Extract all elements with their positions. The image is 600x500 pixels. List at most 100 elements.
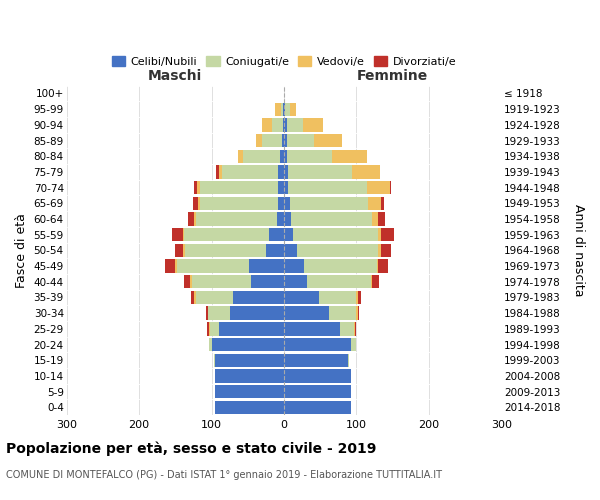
Bar [197, 181, 200, 194]
Bar [371, 275, 373, 288]
Bar [282, 134, 284, 147]
Bar [290, 196, 368, 210]
Bar [284, 260, 304, 273]
Bar [215, 400, 284, 414]
Bar [289, 166, 352, 178]
Bar [230, 306, 284, 320]
Bar [278, 181, 284, 194]
Text: Maschi: Maschi [148, 70, 202, 84]
Bar [303, 118, 323, 132]
Bar [283, 118, 284, 132]
Y-axis label: Fasce di età: Fasce di età [15, 213, 28, 288]
Bar [284, 228, 293, 241]
Bar [356, 291, 358, 304]
Bar [291, 212, 373, 226]
Bar [284, 212, 291, 226]
Bar [277, 212, 284, 226]
Bar [284, 244, 297, 257]
Bar [209, 338, 212, 351]
Bar [184, 228, 269, 241]
Bar [192, 275, 251, 288]
Bar [378, 228, 381, 241]
Bar [272, 118, 283, 132]
Bar [249, 260, 284, 273]
Bar [373, 275, 379, 288]
Bar [183, 244, 185, 257]
Bar [177, 260, 249, 273]
Bar [284, 306, 329, 320]
Bar [193, 196, 199, 210]
Bar [381, 196, 384, 210]
Bar [278, 166, 284, 178]
Text: Popolazione per età, sesso e stato civile - 2019: Popolazione per età, sesso e stato civil… [6, 441, 376, 456]
Bar [200, 181, 278, 194]
Bar [390, 181, 391, 194]
Bar [284, 118, 287, 132]
Bar [269, 228, 284, 241]
Bar [194, 212, 196, 226]
Bar [256, 134, 262, 147]
Bar [289, 181, 367, 194]
Bar [284, 275, 307, 288]
Bar [215, 354, 284, 367]
Bar [284, 102, 290, 116]
Legend: Celibi/Nubili, Coniugati/e, Vedovi/e, Divorziati/e: Celibi/Nubili, Coniugati/e, Vedovi/e, Di… [107, 52, 461, 72]
Bar [266, 244, 284, 257]
Bar [284, 181, 289, 194]
Bar [352, 166, 380, 178]
Bar [358, 306, 359, 320]
Bar [207, 322, 209, 336]
Bar [356, 306, 358, 320]
Y-axis label: Anni di nascita: Anni di nascita [572, 204, 585, 296]
Bar [284, 385, 350, 398]
Bar [221, 166, 278, 178]
Bar [378, 212, 385, 226]
Bar [172, 228, 182, 241]
Bar [194, 181, 197, 194]
Bar [287, 150, 332, 163]
Bar [358, 291, 361, 304]
Bar [210, 322, 219, 336]
Bar [284, 369, 350, 382]
Bar [251, 275, 284, 288]
Bar [377, 260, 378, 273]
Bar [284, 322, 340, 336]
Bar [262, 118, 272, 132]
Bar [314, 134, 342, 147]
Bar [278, 196, 284, 210]
Bar [284, 134, 287, 147]
Bar [332, 150, 367, 163]
Bar [219, 166, 221, 178]
Bar [355, 322, 356, 336]
Bar [329, 306, 356, 320]
Bar [208, 306, 230, 320]
Bar [353, 322, 355, 336]
Bar [284, 338, 350, 351]
Bar [304, 260, 377, 273]
Bar [215, 369, 284, 382]
Bar [348, 354, 349, 367]
Bar [214, 354, 215, 367]
Bar [190, 275, 192, 288]
Bar [284, 354, 348, 367]
Bar [290, 102, 296, 116]
Bar [209, 322, 210, 336]
Bar [185, 244, 266, 257]
Bar [216, 166, 219, 178]
Bar [215, 385, 284, 398]
Bar [381, 228, 394, 241]
Bar [175, 244, 183, 257]
Bar [284, 400, 350, 414]
Bar [191, 291, 194, 304]
Bar [319, 291, 356, 304]
Bar [233, 291, 284, 304]
Bar [283, 102, 284, 116]
Text: Femmine: Femmine [357, 70, 428, 84]
Bar [284, 196, 290, 210]
Bar [368, 196, 381, 210]
Bar [206, 306, 208, 320]
Bar [184, 275, 190, 288]
Bar [287, 118, 303, 132]
Bar [281, 102, 283, 116]
Bar [182, 228, 184, 241]
